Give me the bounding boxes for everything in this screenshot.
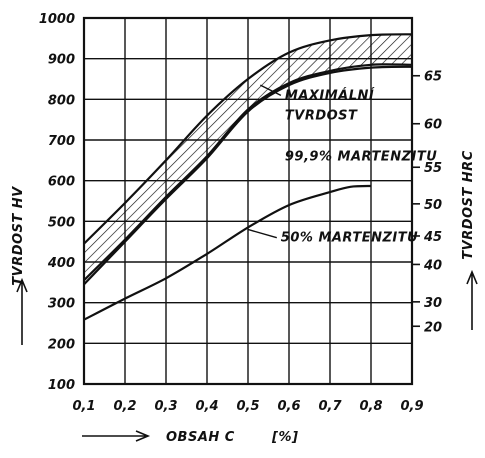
max-hardness-lower-curve (83, 63, 413, 282)
x-tick-label: 0,7 (318, 399, 342, 414)
y-right-tick-label: 50 (424, 198, 442, 213)
martensite-99-curve (83, 65, 413, 286)
x-axis-unit: [%] (271, 430, 298, 445)
x-tick-label: 0,6 (277, 399, 300, 414)
max-hardness-upper-curve (83, 33, 413, 245)
y-left-tick-label: 500 (48, 215, 75, 230)
x-tick-label: 0,9 (400, 399, 423, 414)
annotation-martensite-50: 50% MARTENZITU (281, 231, 418, 246)
y-left-tick-label: 400 (47, 256, 75, 271)
x-tick-label: 0,1 (72, 399, 95, 414)
x-tick-label: 0,8 (359, 399, 382, 414)
y-left-axis-title: TVRDOST HV (11, 186, 26, 286)
y-right-tick-label: 20 (424, 320, 442, 335)
y-left-tick-label: 100 (48, 378, 75, 393)
y-left-arrow-icon (16, 277, 28, 345)
leader-line-martensite-50 (247, 228, 277, 239)
x-arrow-icon (82, 430, 151, 442)
y-right-tick-label: 65 (424, 70, 442, 85)
y-left-tick-label: 700 (48, 134, 75, 149)
y-left-tick-label: 800 (48, 93, 75, 108)
curves (83, 33, 413, 321)
y-right-tick-label: 55 (424, 161, 442, 176)
tick-labels: 0,1 0,2 0,3 0,4 0,5 0,6 0,7 0,8 0,9 100 200 300 400 5… (39, 12, 442, 414)
x-tick-label: 0,4 (195, 399, 218, 414)
hardness-band (84, 34, 412, 281)
martensite-50-curve (83, 184, 372, 321)
plot-frame (82, 16, 414, 386)
y-left-tick-label: 900 (48, 53, 75, 68)
annotation-martensite-99: 99,9% MARTENZITU (285, 149, 437, 164)
x-title-group: OBSAH C [%] (82, 430, 298, 445)
y-left-tick-label: 300 (48, 297, 75, 312)
max-hardness-band-fill (84, 34, 412, 281)
y-left-tick-label: 200 (48, 337, 75, 352)
y-right-arrow-icon (466, 269, 478, 330)
leader-line-max-hardness (259, 84, 282, 96)
y-left-tick-label: 600 (48, 175, 75, 190)
x-axis-title: OBSAH C (166, 430, 235, 445)
y-left-title-group: TVRDOST HV (11, 186, 28, 345)
annotations: MAXIMÁLNÍ TVRDOST 99,9% MARTENZITU 50% MART… (247, 84, 437, 246)
y-left-tick-label: 1000 (39, 12, 75, 27)
y-right-title-group: TVRDOST HRC (461, 150, 478, 330)
x-tick-label: 0,5 (236, 399, 259, 414)
annotation-max-hardness-line1: MAXIMÁLNÍ (285, 87, 375, 103)
y-right-tick-label: 40 (423, 258, 442, 273)
y-right-tick-label: 30 (424, 296, 442, 311)
x-tick-label: 0,3 (154, 399, 177, 414)
x-tick-label: 0,2 (113, 399, 136, 414)
y-right-tick-label: 60 (424, 118, 442, 133)
y-right-axis-title: TVRDOST HRC (461, 150, 476, 259)
annotation-max-hardness-line2: TVRDOST (285, 109, 358, 124)
y-right-tick-label: 45 (423, 230, 442, 245)
